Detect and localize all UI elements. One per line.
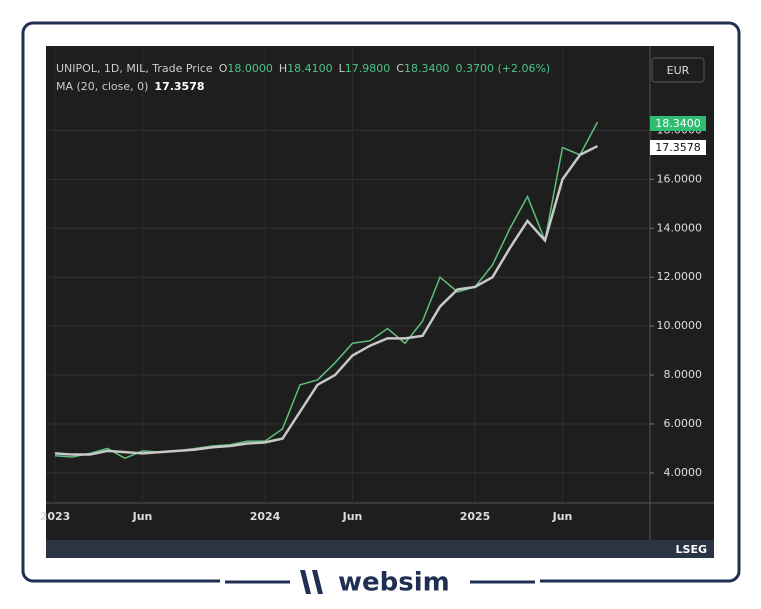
symbol: UNIPOL, 1D, MIL, Trade Price O18.0000 H18.…: [56, 62, 550, 75]
value: 18.4100: [287, 62, 333, 75]
ma-tag-text: 17.3578: [655, 141, 701, 154]
y-tick-label: 8.0000: [664, 368, 703, 381]
x-tick-label: 2024: [250, 510, 281, 523]
provider: LSEG: [676, 543, 707, 556]
chart-area: [46, 46, 714, 558]
value: 18.3400: [404, 62, 450, 75]
x-tick-label: Jun: [342, 510, 363, 523]
y-tick-label: 14.0000: [657, 221, 703, 234]
currency-box[interactable]: [651, 57, 705, 83]
label: L: [339, 62, 346, 75]
value: 17.3578: [154, 80, 204, 93]
label: H: [279, 62, 287, 75]
value: 17.9800: [345, 62, 391, 75]
y-tick-label: 12.0000: [657, 270, 703, 283]
y-tick-label: 10.0000: [657, 319, 703, 332]
brand: websim: [338, 568, 450, 598]
x-tick-label: 2025: [460, 510, 491, 523]
series-line: [54, 144, 599, 456]
series-line: [54, 121, 599, 460]
ma-legend: MA (20, close, 0) 17.3578: [56, 80, 205, 93]
close-tag: [650, 116, 706, 131]
symbol-text: UNIPOL, 1D, MIL, Trade Price: [56, 62, 213, 75]
label: O: [219, 62, 228, 75]
plot: [54, 121, 599, 460]
x-tick-label: Jun: [552, 510, 573, 523]
value: 0.3700 (+2.06%): [455, 62, 550, 75]
y-tick-label: 6.0000: [664, 417, 703, 430]
currency[interactable]: EUR: [667, 64, 690, 77]
footer-bar: [46, 540, 714, 558]
ma-tag: [650, 140, 706, 155]
x-tick-label: 2023: [40, 510, 71, 523]
label: C: [396, 62, 404, 75]
price-tags: 18.3400 17.3578: [650, 116, 706, 155]
y-tick-label: 16.0000: [657, 172, 703, 185]
brand-icon: [300, 570, 323, 594]
close-tag-text: 18.3400: [655, 117, 701, 130]
y-tick-label: 4.0000: [664, 466, 703, 479]
value: 18.0000: [227, 62, 273, 75]
x-tick-label: Jun: [132, 510, 153, 523]
label: MA (20, close, 0): [56, 80, 148, 93]
grid: 4.0000 6.0000 8.0000 10.0000 12.0000 14.0000 1…: [40, 46, 702, 523]
